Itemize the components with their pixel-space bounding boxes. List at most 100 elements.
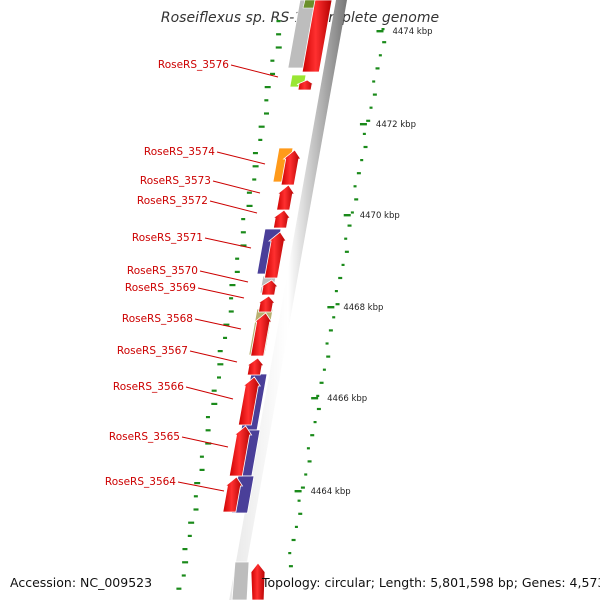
genome-backbone	[229, 0, 347, 600]
scale-tick	[376, 30, 384, 33]
gc-mark	[319, 381, 324, 384]
scale-label: 4472 kbp	[376, 120, 416, 130]
gc-mark	[235, 257, 240, 260]
gc-mark	[270, 59, 275, 62]
gc-mark	[241, 218, 246, 221]
gc-mark	[211, 389, 217, 392]
gc-mark	[217, 376, 222, 379]
gc-mark	[258, 138, 263, 141]
gc-mark	[347, 224, 352, 227]
gene-label: RoseRS_3576	[158, 59, 229, 71]
gc-mark	[360, 159, 364, 162]
gc-mark	[381, 28, 385, 31]
gc-mark	[335, 303, 340, 306]
gene-label: RoseRS_3572	[137, 195, 208, 207]
gc-mark	[240, 231, 246, 234]
gc-mark	[263, 112, 269, 115]
gc-mark	[229, 297, 234, 300]
gc-mark	[205, 416, 210, 419]
label-leader-line	[204, 237, 252, 249]
gc-mark	[306, 447, 310, 450]
scale-label: 4464 kbp	[311, 487, 351, 497]
gc-mark	[188, 521, 195, 524]
gc-mark	[378, 54, 382, 57]
gene-label: RoseRS_3573	[140, 175, 211, 187]
gc-mark	[344, 250, 349, 253]
gc-mark	[217, 363, 224, 366]
cds-arrow	[271, 209, 291, 229]
cds-arrow	[222, 476, 244, 513]
label-leader-line	[199, 270, 249, 283]
gc-mark	[252, 152, 258, 155]
gene-label: RoseRS_3564	[105, 476, 176, 488]
accession-text: Accession: NC_009523	[10, 575, 153, 590]
scale-tick	[294, 490, 302, 493]
gc-mark	[194, 482, 201, 485]
gc-mark	[297, 499, 301, 502]
cds-arrow-partial	[301, 0, 333, 73]
gc-mark	[193, 495, 198, 498]
cds-arrow	[296, 79, 316, 91]
gc-mark	[334, 290, 338, 293]
gc-mark	[258, 125, 265, 128]
scale-tick	[343, 214, 351, 217]
gc-mark	[322, 368, 326, 371]
cds-arrow-partial	[250, 562, 266, 600]
gc-mark	[363, 145, 368, 149]
gene-label: RoseRS_3574	[144, 146, 215, 158]
gc-mark	[354, 198, 359, 201]
gc-mark	[353, 185, 357, 188]
gc-mark	[276, 20, 281, 23]
gc-mark	[356, 172, 361, 175]
gene-label: RoseRS_3566	[113, 381, 184, 393]
gc-mark	[270, 72, 276, 75]
gene-label: RoseRS_3570	[127, 265, 198, 277]
gc-mark	[199, 468, 205, 471]
label-leader-line	[189, 350, 238, 363]
label-leader-line	[185, 386, 234, 400]
gc-mark	[310, 434, 315, 437]
gc-mark	[332, 316, 336, 319]
cds-arrow	[237, 376, 262, 426]
gc-mark	[382, 41, 387, 44]
gc-mark	[338, 276, 343, 280]
gc-mark	[252, 178, 257, 181]
gc-mark	[246, 204, 253, 207]
gc-mark	[217, 350, 223, 353]
cds-arrow	[245, 357, 265, 376]
gc-mark	[223, 323, 230, 326]
cds-arrow	[280, 149, 302, 186]
scale-label: 4466 kbp	[327, 394, 367, 404]
scale-label: 4468 kbp	[343, 303, 383, 313]
gc-mark	[372, 93, 377, 96]
gene-label: RoseRS_3567	[117, 345, 188, 357]
label-leader-line	[194, 318, 242, 330]
gc-mark	[246, 191, 252, 194]
gc-mark	[341, 263, 345, 266]
gc-mark	[344, 237, 348, 240]
gc-mark	[228, 310, 234, 313]
gc-mark	[234, 270, 240, 273]
gc-mark	[307, 460, 312, 463]
gc-mark	[211, 402, 218, 405]
gc-mark	[300, 486, 305, 489]
gc-mark	[366, 119, 371, 122]
label-leader-line	[230, 64, 279, 78]
gc-mark	[288, 565, 293, 568]
cds-arrow	[256, 295, 276, 313]
gc-mark	[264, 86, 271, 89]
gc-mark	[369, 106, 373, 109]
cds-arrow	[264, 231, 287, 279]
gc-mark	[182, 561, 189, 564]
gc-mark	[316, 394, 320, 397]
scale-tick	[311, 397, 319, 400]
gc-mark	[252, 165, 259, 168]
gene-label: RoseRS_3568	[122, 313, 193, 325]
gc-mark	[182, 548, 188, 551]
gc-mark	[362, 132, 366, 135]
scale-tick	[327, 306, 335, 309]
gc-mark	[372, 80, 376, 83]
cds-arrow	[259, 279, 279, 296]
gc-mark	[264, 99, 269, 102]
gc-mark	[181, 574, 186, 577]
